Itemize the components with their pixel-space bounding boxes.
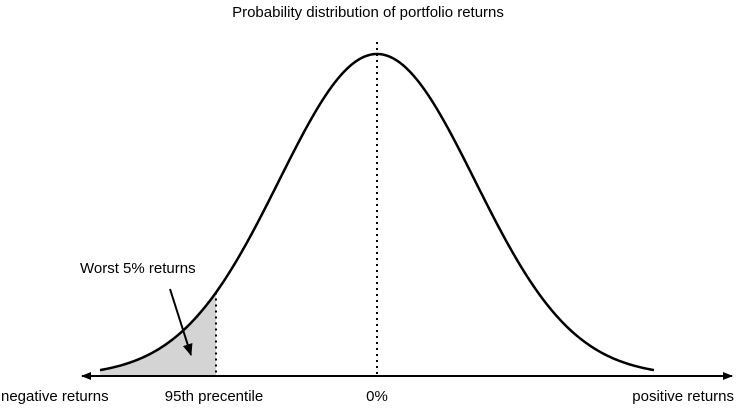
title: Probability distribution of portfolio re… <box>232 4 504 21</box>
axis-label: positive returns <box>632 388 734 405</box>
annotation-arrow <box>169 288 193 356</box>
tail-area <box>100 292 216 376</box>
axis-label: 0% <box>366 388 388 405</box>
axis-label: 95th precentile <box>165 388 263 405</box>
distribution-curve <box>99 52 655 372</box>
annotation: Worst 5% returns <box>80 260 196 277</box>
axis-label: negative returns <box>1 388 109 405</box>
